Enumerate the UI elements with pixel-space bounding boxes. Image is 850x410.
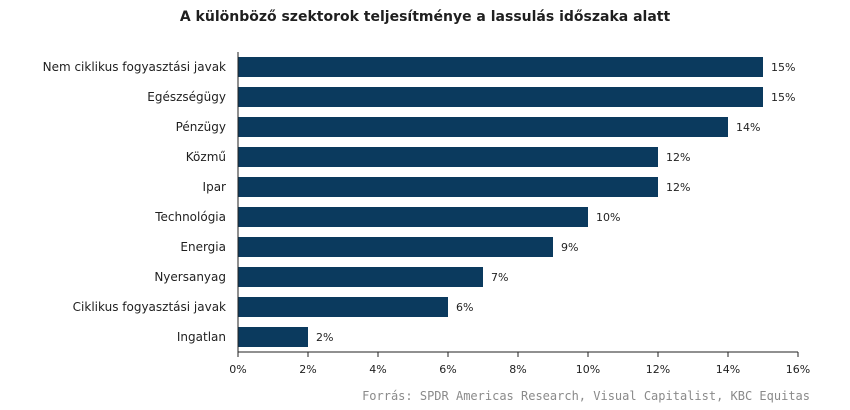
bar [238, 177, 658, 197]
x-tick-label: 4% [369, 363, 386, 376]
data-label: 6% [456, 301, 473, 314]
category-label: Egészségügy [147, 90, 226, 104]
data-label: 2% [316, 331, 333, 344]
bar [238, 147, 658, 167]
category-label: Ingatlan [177, 330, 226, 344]
data-label: 10% [596, 211, 620, 224]
x-tick-label: 0% [229, 363, 246, 376]
chart-title: A különböző szektorok teljesítménye a la… [179, 9, 671, 25]
data-label: 12% [666, 181, 690, 194]
bar [238, 57, 763, 77]
x-tick-label: 12% [646, 363, 670, 376]
bar [238, 327, 308, 347]
category-label: Energia [180, 240, 226, 254]
bar [238, 297, 448, 317]
bar [238, 207, 588, 227]
category-label: Technológia [154, 210, 226, 224]
x-tick-label: 16% [786, 363, 810, 376]
source-note: Forrás: SPDR Americas Research, Visual C… [362, 389, 810, 403]
x-tick-label: 14% [716, 363, 740, 376]
bar [238, 87, 763, 107]
x-tick-label: 10% [576, 363, 600, 376]
data-label: 7% [491, 271, 508, 284]
data-label: 9% [561, 241, 578, 254]
bar [238, 117, 728, 137]
category-label: Ipar [203, 180, 227, 194]
category-label: Közmű [186, 150, 226, 164]
data-label: 12% [666, 151, 690, 164]
category-label: Nem ciklikus fogyasztási javak [43, 60, 226, 74]
data-label: 14% [736, 121, 760, 134]
bar [238, 237, 553, 257]
x-tick-label: 6% [439, 363, 456, 376]
x-tick-label: 8% [509, 363, 526, 376]
category-label: Pénzügy [176, 120, 226, 134]
data-label: 15% [771, 91, 795, 104]
x-tick-label: 2% [299, 363, 316, 376]
category-label: Nyersanyag [154, 270, 226, 284]
category-label: Ciklikus fogyasztási javak [73, 300, 226, 314]
bar [238, 267, 483, 287]
data-label: 15% [771, 61, 795, 74]
